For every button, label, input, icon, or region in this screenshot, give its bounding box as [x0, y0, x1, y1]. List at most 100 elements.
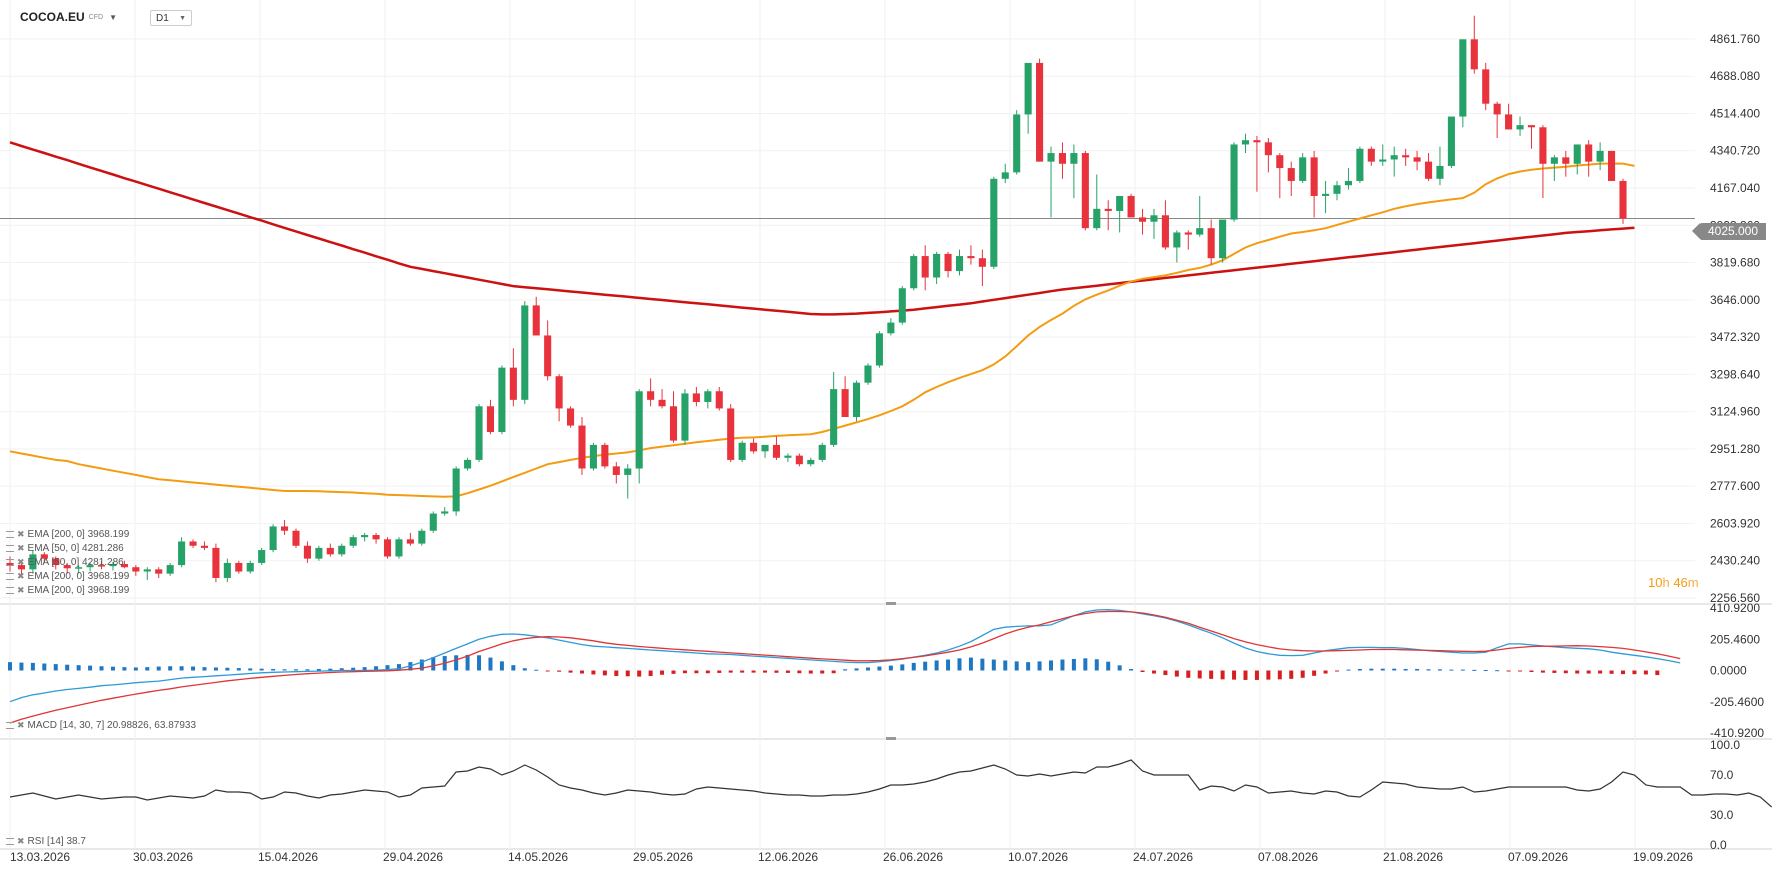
- macd-histogram-bar: [53, 664, 58, 671]
- macd-histogram-bar: [1598, 670, 1603, 674]
- x-tick-label: 07.09.2026: [1508, 850, 1568, 864]
- macd-histogram-bar: [1506, 670, 1511, 672]
- candle-body: [258, 550, 266, 563]
- candle-body: [1207, 228, 1215, 259]
- macd-histogram-bar: [740, 670, 745, 673]
- indicator-legend-ema50[interactable]: ✖ EMA [50, 0] 4281.286: [6, 543, 124, 554]
- candle-body: [875, 333, 883, 366]
- macd-histogram-bar: [236, 668, 241, 671]
- macd-histogram-bar: [1632, 670, 1637, 675]
- candle-body: [807, 459, 815, 465]
- macd-histogram-bar: [717, 670, 722, 673]
- close-icon[interactable]: ✖: [17, 543, 25, 553]
- candle-body: [1539, 127, 1547, 164]
- candle-body: [29, 554, 37, 570]
- indicator-legend-ema200-second[interactable]: ✖ EMA [200, 0] 3968.199: [6, 585, 129, 596]
- x-tick-label: 07.08.2026: [1258, 850, 1318, 864]
- macd-histogram-bar: [1060, 659, 1065, 671]
- macd-histogram-bar: [808, 670, 813, 674]
- candle-body: [841, 389, 849, 418]
- x-tick-label: 14.05.2026: [508, 850, 568, 864]
- macd-histogram-bar: [1014, 661, 1019, 671]
- candle-body: [1402, 155, 1410, 158]
- rsi-legend[interactable]: ✖ RSI [14] 38.7: [6, 836, 86, 847]
- macd-histogram-bar: [785, 670, 790, 673]
- settings-icon[interactable]: [6, 722, 14, 729]
- symbol-label[interactable]: COCOA.EU: [20, 10, 85, 24]
- symbol-dropdown-icon[interactable]: ▼: [109, 12, 117, 22]
- macd-histogram-bar: [1609, 670, 1614, 674]
- candle-body: [1310, 157, 1318, 196]
- candle-body: [361, 535, 369, 538]
- macd-histogram-bar: [1392, 668, 1397, 671]
- close-icon[interactable]: ✖: [17, 571, 25, 581]
- candle-body: [532, 305, 540, 336]
- settings-icon[interactable]: [6, 545, 14, 552]
- settings-icon[interactable]: [6, 587, 14, 594]
- candle-body: [1230, 144, 1238, 220]
- candle-body: [1058, 153, 1067, 164]
- macd-histogram-bar: [797, 670, 802, 674]
- candle-body: [944, 253, 952, 272]
- candle-body: [292, 530, 300, 546]
- macd-histogram-bar: [42, 663, 47, 671]
- settings-icon[interactable]: [6, 573, 14, 580]
- x-tick-label: 12.06.2026: [758, 850, 818, 864]
- x-tick-label: 29.05.2026: [633, 850, 693, 864]
- close-icon[interactable]: ✖: [17, 720, 25, 730]
- rsi-label: RSI [14] 38.7: [27, 836, 86, 847]
- candle-body: [452, 468, 460, 512]
- candle-body: [1516, 125, 1524, 130]
- macd-histogram-bar: [1655, 670, 1660, 676]
- pane-resize-handle: [886, 737, 896, 740]
- indicator-label: EMA [50, 0] 4281.286: [27, 543, 124, 554]
- candle-body: [1161, 215, 1169, 248]
- macd-histogram-bar: [213, 667, 218, 671]
- rsi-y-tick-label: 0.0: [1710, 838, 1727, 852]
- chevron-down-icon[interactable]: ▼: [179, 14, 186, 22]
- macd-histogram-bar: [1106, 661, 1111, 671]
- macd-histogram-bar: [351, 667, 356, 671]
- macd-histogram-bar: [1186, 670, 1191, 678]
- macd-histogram-bar: [751, 670, 756, 673]
- candle-body: [967, 256, 975, 259]
- rsi-line: [9, 759, 1772, 808]
- candle-body: [544, 335, 552, 377]
- candle-body: [223, 562, 231, 578]
- macd-histogram-bar: [1163, 670, 1168, 676]
- macd-histogram-bar: [1174, 670, 1179, 677]
- settings-icon[interactable]: [6, 531, 14, 538]
- y-tick-label: 2777.600: [1710, 479, 1760, 493]
- close-icon[interactable]: ✖: [17, 529, 25, 539]
- macd-histogram-bar: [1243, 670, 1248, 680]
- candle-body: [75, 567, 83, 569]
- candle-body: [1070, 153, 1078, 164]
- x-tick-label: 15.04.2026: [258, 850, 318, 864]
- candle-body: [1608, 150, 1616, 181]
- timeframe-select[interactable]: D1 ▼: [150, 10, 192, 26]
- y-tick-label: 3472.320: [1710, 330, 1760, 344]
- close-icon[interactable]: ✖: [17, 557, 25, 567]
- close-icon[interactable]: ✖: [17, 836, 25, 846]
- candle-body: [830, 389, 838, 445]
- settings-icon[interactable]: [6, 838, 14, 845]
- macd-histogram-bar: [1426, 669, 1431, 671]
- countdown-hours-unit: h: [1662, 575, 1670, 590]
- macd-histogram-bar: [328, 668, 333, 671]
- indicator-legend-ema200-duplicate[interactable]: ✖ EMA [200, 0] 3968.199: [6, 571, 129, 582]
- candle-body: [1116, 195, 1124, 211]
- macd-histogram-bar: [1460, 669, 1465, 671]
- candle-body: [1562, 157, 1570, 164]
- macd-histogram-bar: [396, 664, 401, 671]
- close-icon[interactable]: ✖: [17, 585, 25, 595]
- candle-body: [990, 178, 998, 267]
- candle-body: [441, 511, 449, 514]
- macd-legend[interactable]: ✖ MACD [14, 30, 7] 20.98826, 63.87933: [6, 720, 196, 731]
- settings-icon[interactable]: [6, 559, 14, 566]
- macd-y-tick-label: 0.0000: [1710, 664, 1747, 678]
- indicator-legend-ema50-duplicate[interactable]: ✖ EMA [50, 0] 4281.286: [6, 557, 124, 568]
- macd-histogram-bar: [30, 662, 35, 671]
- indicator-legend-ema200[interactable]: ✖ EMA [200, 0] 3968.199: [6, 529, 129, 540]
- macd-histogram-bar: [1586, 670, 1591, 674]
